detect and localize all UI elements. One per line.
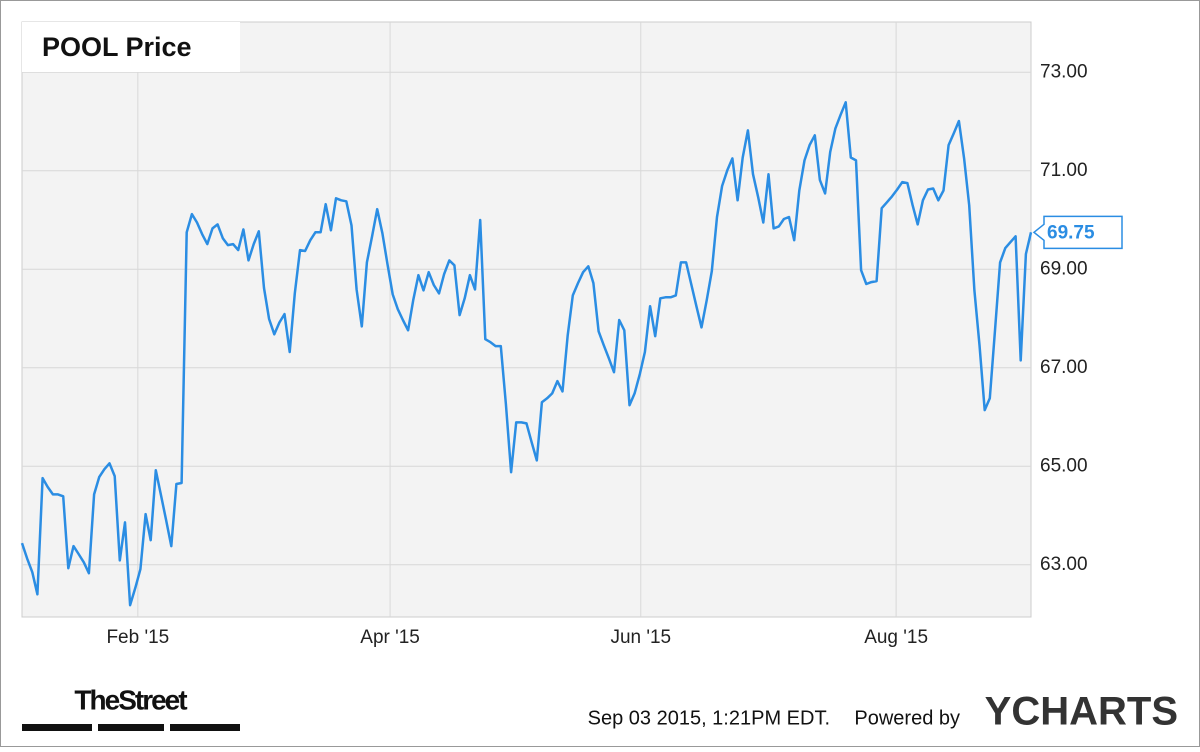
y-tick-label: 69.00 — [1040, 258, 1088, 279]
price-line — [20, 101, 1033, 607]
x-tick-label: Aug '15 — [864, 627, 928, 648]
source-logo: TheStreet — [74, 684, 187, 715]
chart-title: POOL Price — [42, 32, 192, 62]
x-tick-label: Apr '15 — [360, 627, 420, 648]
y-tick-label: 71.00 — [1040, 160, 1088, 181]
timestamp: Sep 03 2015, 1:21PM EDT. — [588, 707, 830, 729]
last-value-tag — [1032, 215, 1123, 250]
y-tick-label: 65.00 — [1040, 455, 1088, 476]
y-tick-label: 63.00 — [1040, 554, 1088, 575]
y-tick-label: 67.00 — [1040, 357, 1088, 378]
brand-logo: YCHARTS — [985, 690, 1178, 734]
logo-bar — [22, 724, 92, 731]
y-tick-label: 73.00 — [1040, 61, 1088, 82]
title-box — [22, 22, 240, 72]
powered-by: Powered by — [854, 707, 960, 729]
last-value-label: 69.75 — [1047, 222, 1095, 243]
plot-area — [21, 21, 1032, 618]
logo-bar — [170, 724, 240, 731]
logo-bar — [98, 724, 164, 731]
x-tick-label: Feb '15 — [106, 627, 169, 648]
x-tick-label: Jun '15 — [610, 627, 671, 648]
